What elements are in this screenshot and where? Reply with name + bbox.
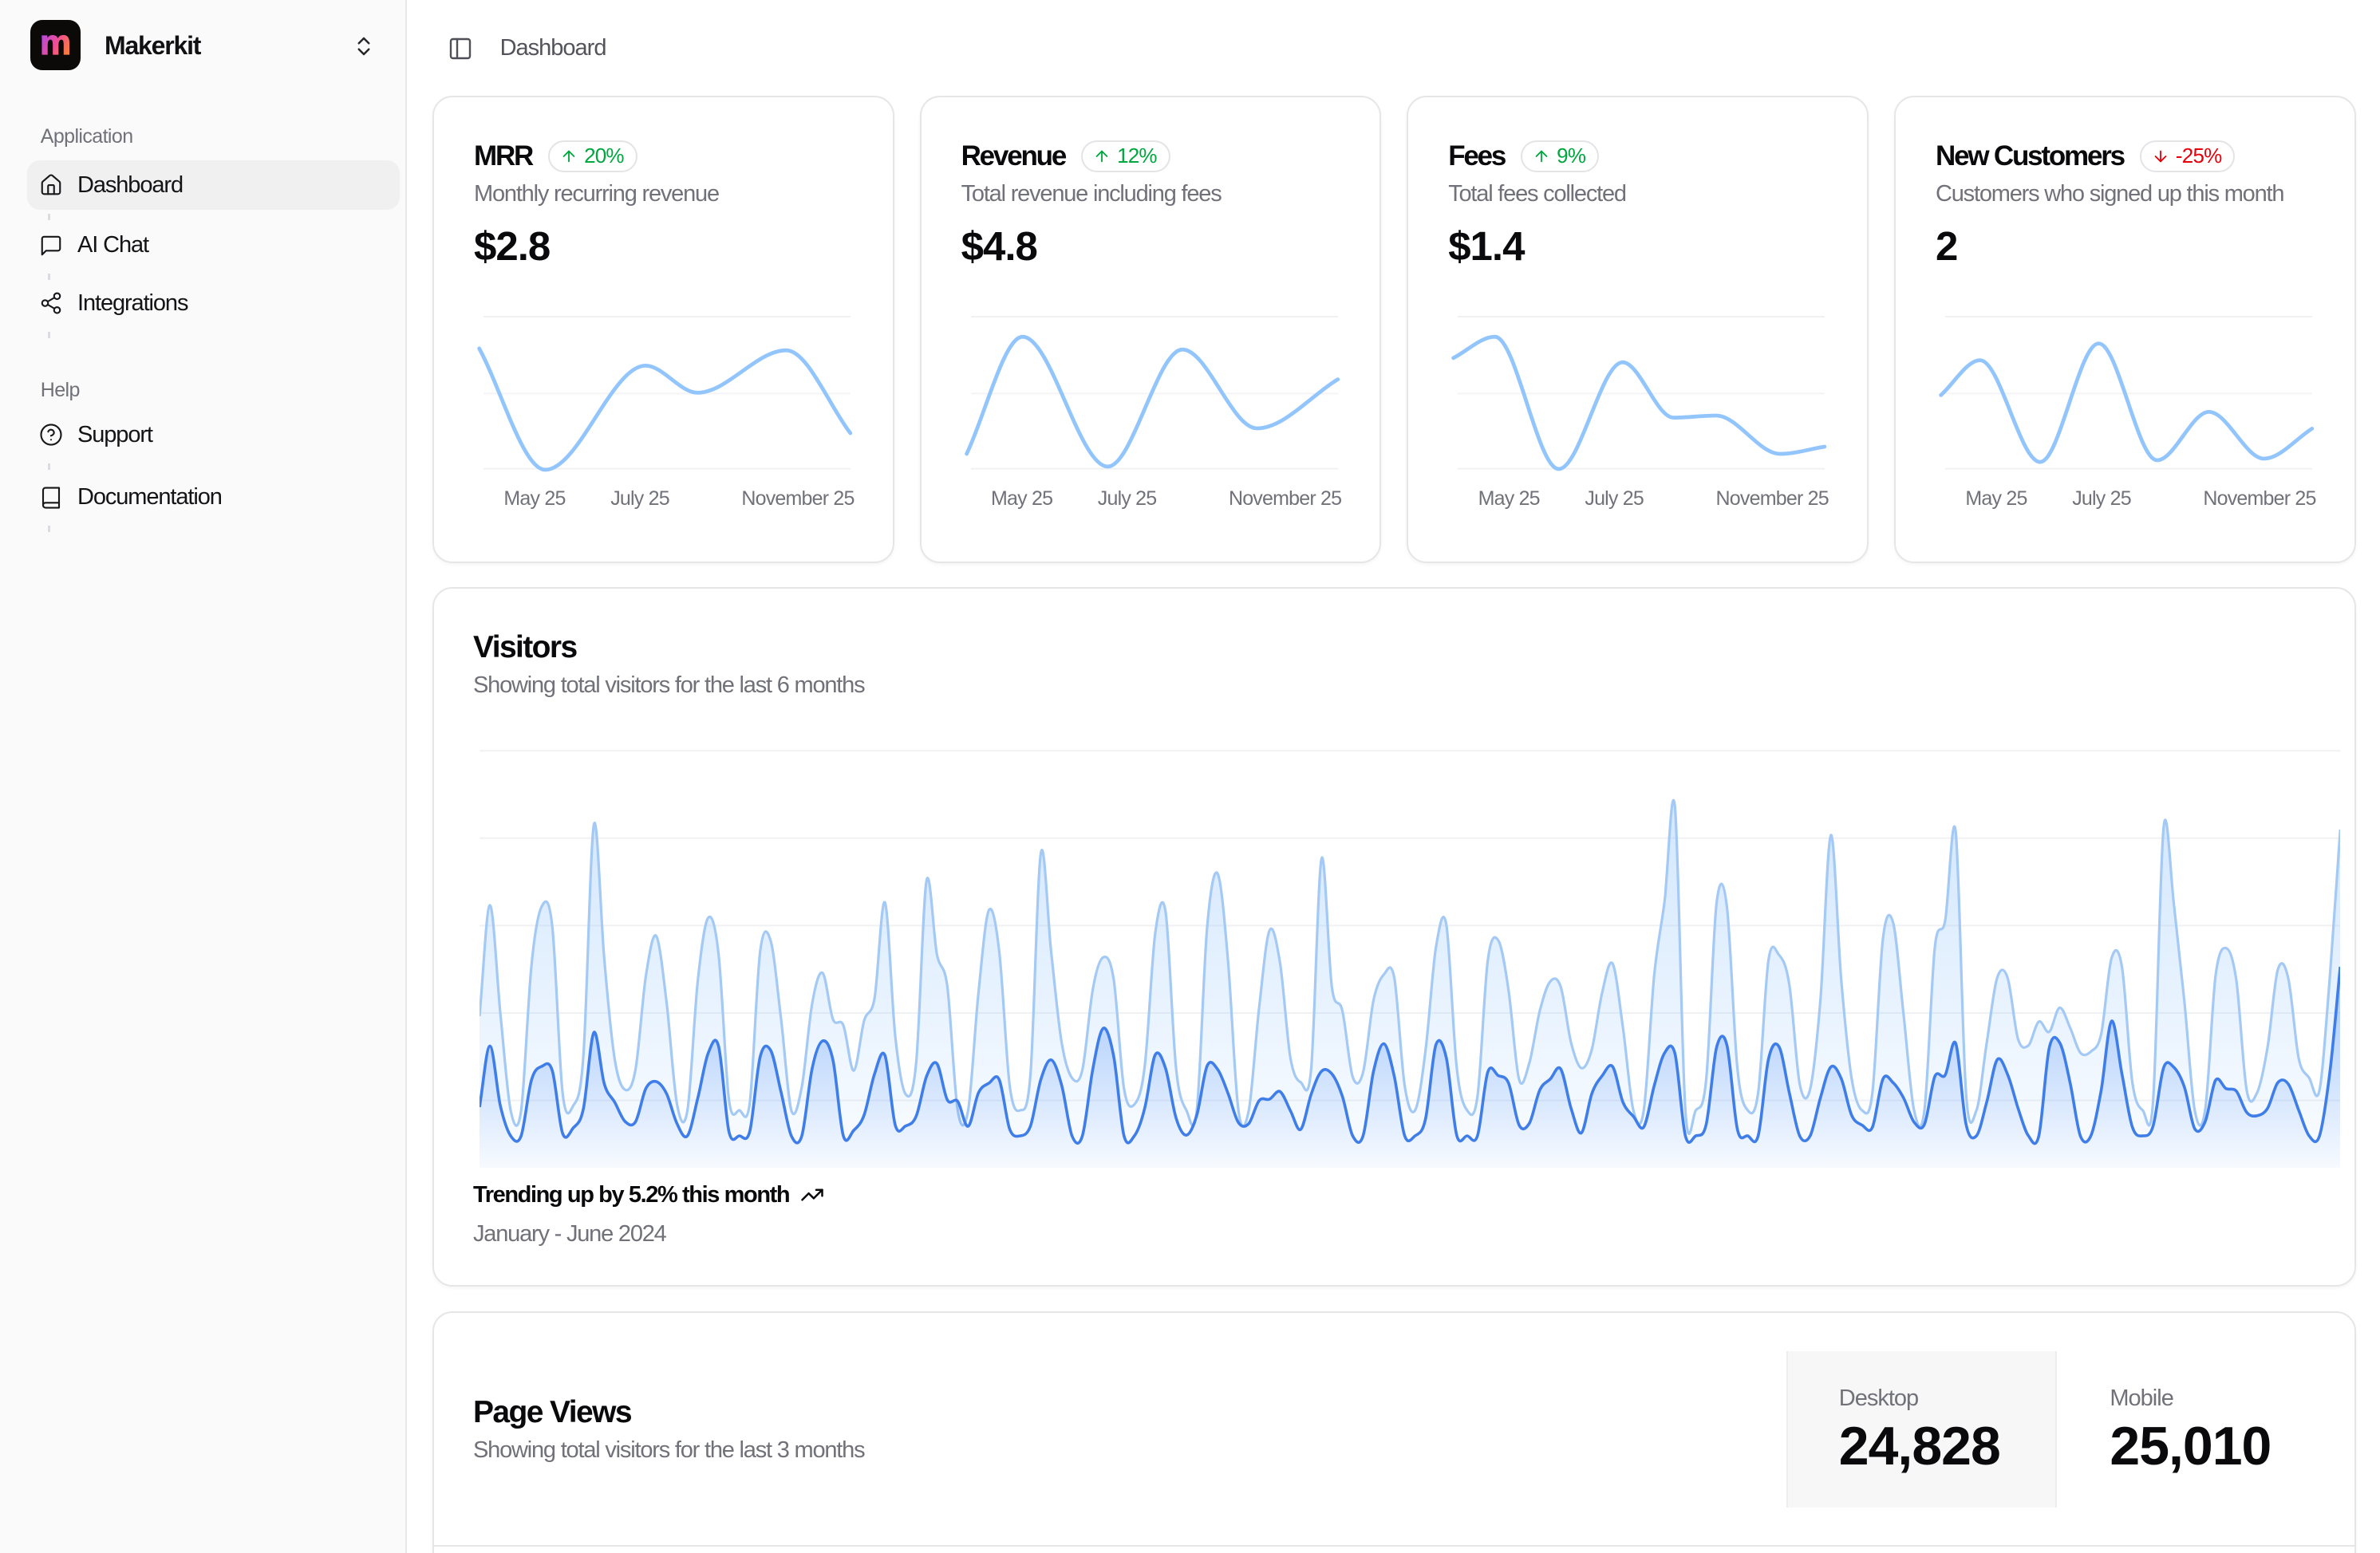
svg-text:m: m — [40, 23, 71, 62]
